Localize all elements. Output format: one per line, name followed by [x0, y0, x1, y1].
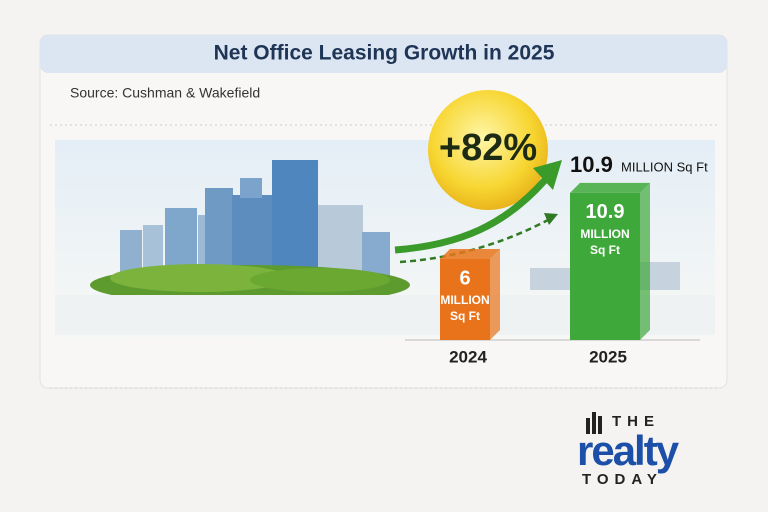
bar	[570, 192, 640, 340]
header-band	[40, 35, 727, 73]
brand-logo: THE realty TODAY	[577, 412, 682, 488]
growth-label: +82%	[439, 127, 537, 169]
x-tick-label: 2025	[589, 347, 627, 366]
brand-bottom: TODAY	[582, 471, 663, 488]
bar-value-label: 10.9	[586, 201, 625, 223]
callout-unit: MILLION Sq Ft	[621, 159, 708, 174]
bar-unit-label: MILLION	[580, 227, 629, 241]
bar-value-label: 6	[459, 267, 470, 289]
arrow-head	[533, 160, 562, 190]
bar-unit-label: Sq Ft	[450, 309, 480, 323]
dashed-arrow	[399, 218, 549, 264]
source: Source: Cushman & Wakefield	[70, 85, 260, 101]
bar-top	[440, 249, 500, 259]
bar-top	[570, 182, 650, 193]
growth-badge	[428, 90, 548, 210]
arrow-head	[544, 213, 558, 225]
brand-main: realty	[577, 427, 680, 474]
callout-value: 10.9	[570, 152, 613, 177]
bar-unit-label: MILLION	[440, 293, 489, 307]
growth-arrow	[394, 177, 548, 254]
bar-unit-label: Sq Ft	[590, 243, 620, 257]
bar	[440, 259, 490, 340]
brand-top: THE	[612, 413, 660, 430]
bar-side	[490, 249, 500, 340]
chart-title: Net Office Leasing Growth in 2025	[214, 42, 555, 65]
x-tick-label: 2024	[449, 347, 487, 366]
bar-side	[640, 182, 650, 340]
